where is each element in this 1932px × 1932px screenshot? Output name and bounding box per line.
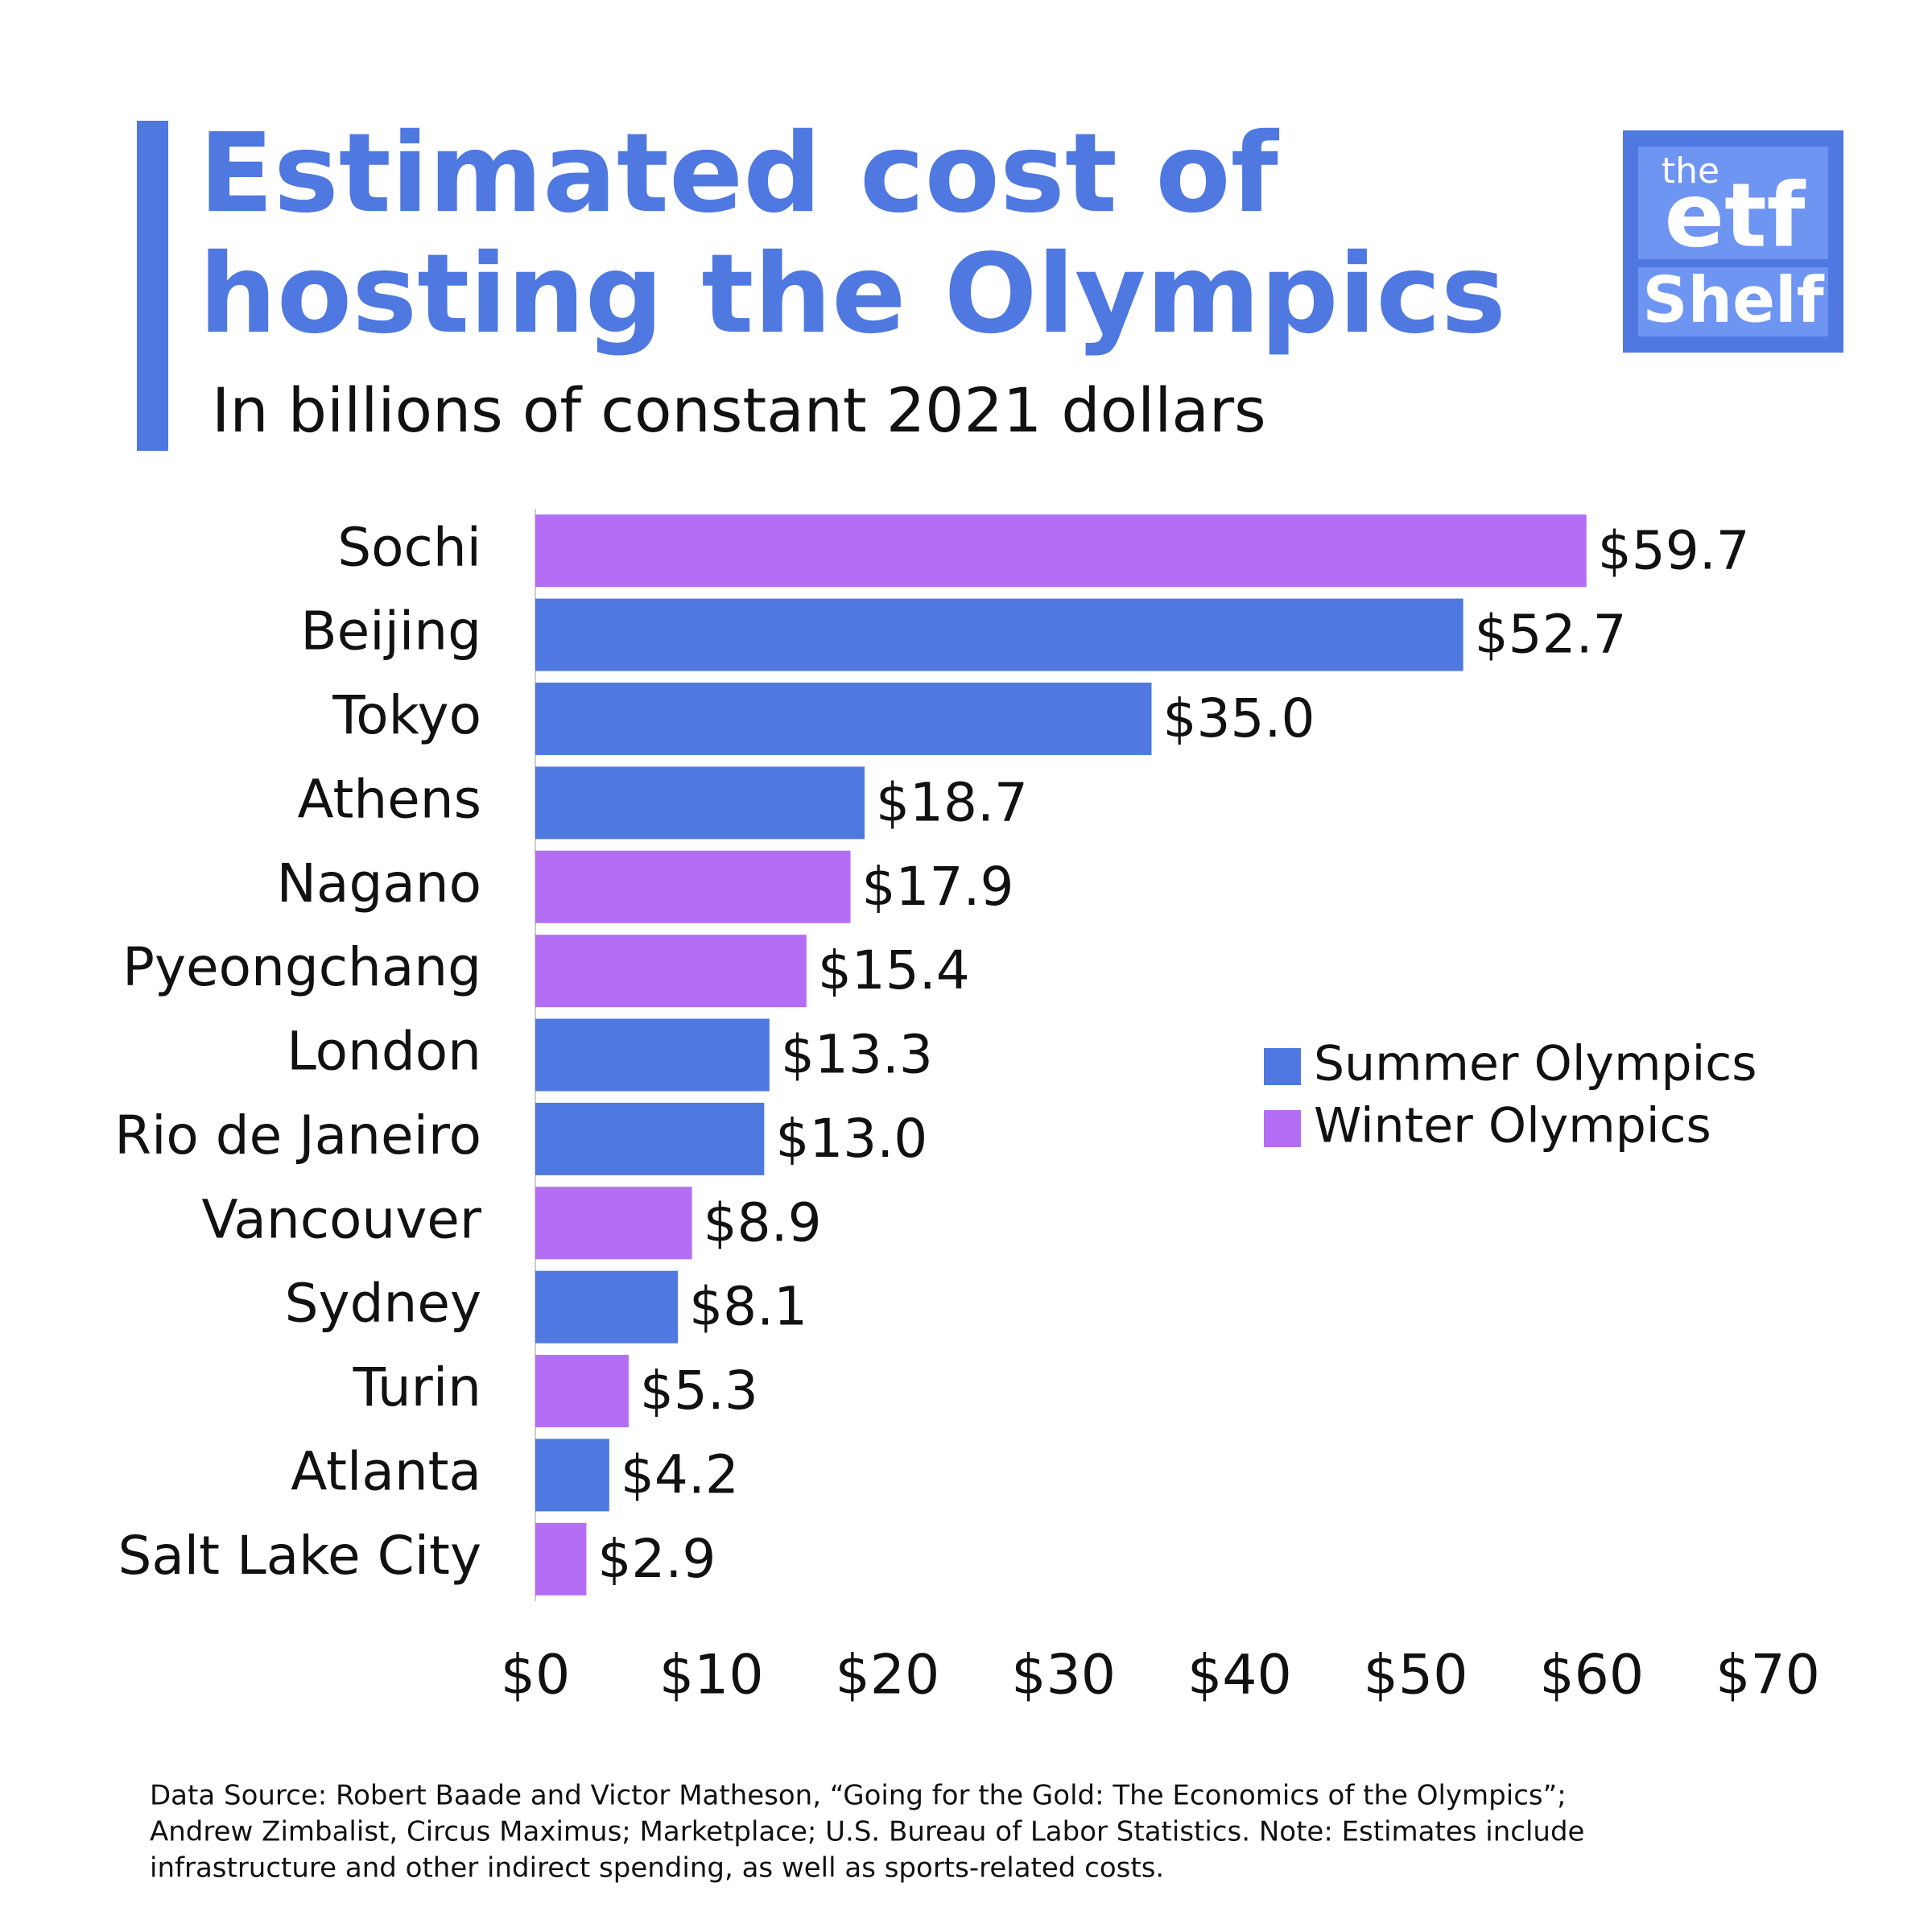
y-tick-label: Atlanta (291, 1440, 481, 1502)
bar (535, 598, 1463, 671)
x-tick-label: $40 (1187, 1644, 1292, 1707)
x-tick-label: $70 (1715, 1644, 1820, 1707)
x-tick-label: $60 (1539, 1644, 1644, 1707)
y-tick-label: London (287, 1021, 481, 1083)
y-tick-label: Pyeongchang (122, 936, 481, 998)
data-label: $17.9 (861, 856, 1013, 918)
data-label: $13.0 (775, 1108, 927, 1170)
chart-subtitle: In billions of constant 2021 dollars (212, 374, 1266, 446)
legend-label: Summer Olympics (1314, 1036, 1757, 1092)
logo-panel (1638, 267, 1828, 336)
footnote: Data Source: Robert Baade and Victor Mat… (150, 1780, 1567, 1812)
title-accent (137, 121, 168, 451)
bar (535, 682, 1152, 755)
logo-text: etf (1664, 163, 1806, 266)
data-label: $35.0 (1163, 687, 1315, 749)
bar (535, 1018, 770, 1092)
y-tick-label: Beijing (300, 601, 481, 663)
footnote: Andrew Zimbalist, Circus Maximus; Market… (150, 1816, 1584, 1848)
legend-swatch (1264, 1110, 1301, 1147)
data-label: $13.3 (781, 1024, 933, 1086)
chart-title: Estimated cost of (199, 110, 1280, 237)
y-tick-label: Turin (353, 1356, 481, 1418)
bar (535, 1102, 765, 1175)
footnote: infrastructure and other indirect spendi… (150, 1852, 1164, 1885)
x-tick-label: $50 (1364, 1644, 1468, 1707)
logo-panel (1638, 147, 1828, 259)
logo-text: Shelf (1642, 264, 1824, 336)
bar (535, 1522, 587, 1596)
bar (535, 935, 807, 1008)
bar (535, 1270, 679, 1344)
y-tick-label: Rio de Janeiro (114, 1104, 481, 1166)
data-label: $15.4 (818, 939, 970, 1001)
legend-label: Winter Olympics (1314, 1098, 1711, 1154)
data-label: $2.9 (597, 1528, 716, 1590)
x-tick-label: $0 (501, 1644, 571, 1707)
x-tick-label: $10 (659, 1644, 764, 1707)
data-label: $8.1 (689, 1276, 807, 1338)
data-label: $4.2 (621, 1443, 739, 1505)
bar (535, 1187, 692, 1260)
y-tick-label: Vancouver (201, 1188, 481, 1250)
x-tick-label: $30 (1011, 1644, 1116, 1707)
chart-title: hosting the Olympics (199, 231, 1506, 358)
bar (535, 766, 865, 840)
legend-swatch (1264, 1048, 1301, 1085)
x-tick-label: $20 (836, 1644, 940, 1707)
y-tick-label: Tokyo (332, 684, 481, 746)
data-label: $8.9 (704, 1191, 822, 1253)
bar (535, 514, 1587, 588)
bar (535, 1355, 629, 1428)
data-label: $18.7 (876, 771, 1028, 833)
y-tick-label: Salt Lake City (118, 1525, 481, 1587)
data-label: $52.7 (1475, 604, 1627, 666)
logo-text: the (1662, 151, 1719, 192)
data-label: $5.3 (640, 1360, 758, 1422)
y-tick-label: Nagano (277, 852, 481, 914)
y-tick-label: Athens (297, 768, 481, 830)
logo: the etf Shelf (1623, 130, 1843, 353)
bar (535, 1439, 609, 1512)
y-tick-label: Sochi (337, 516, 481, 578)
bar (535, 850, 851, 923)
data-label: $59.7 (1598, 519, 1750, 581)
y-tick-label: Sydney (285, 1273, 481, 1335)
